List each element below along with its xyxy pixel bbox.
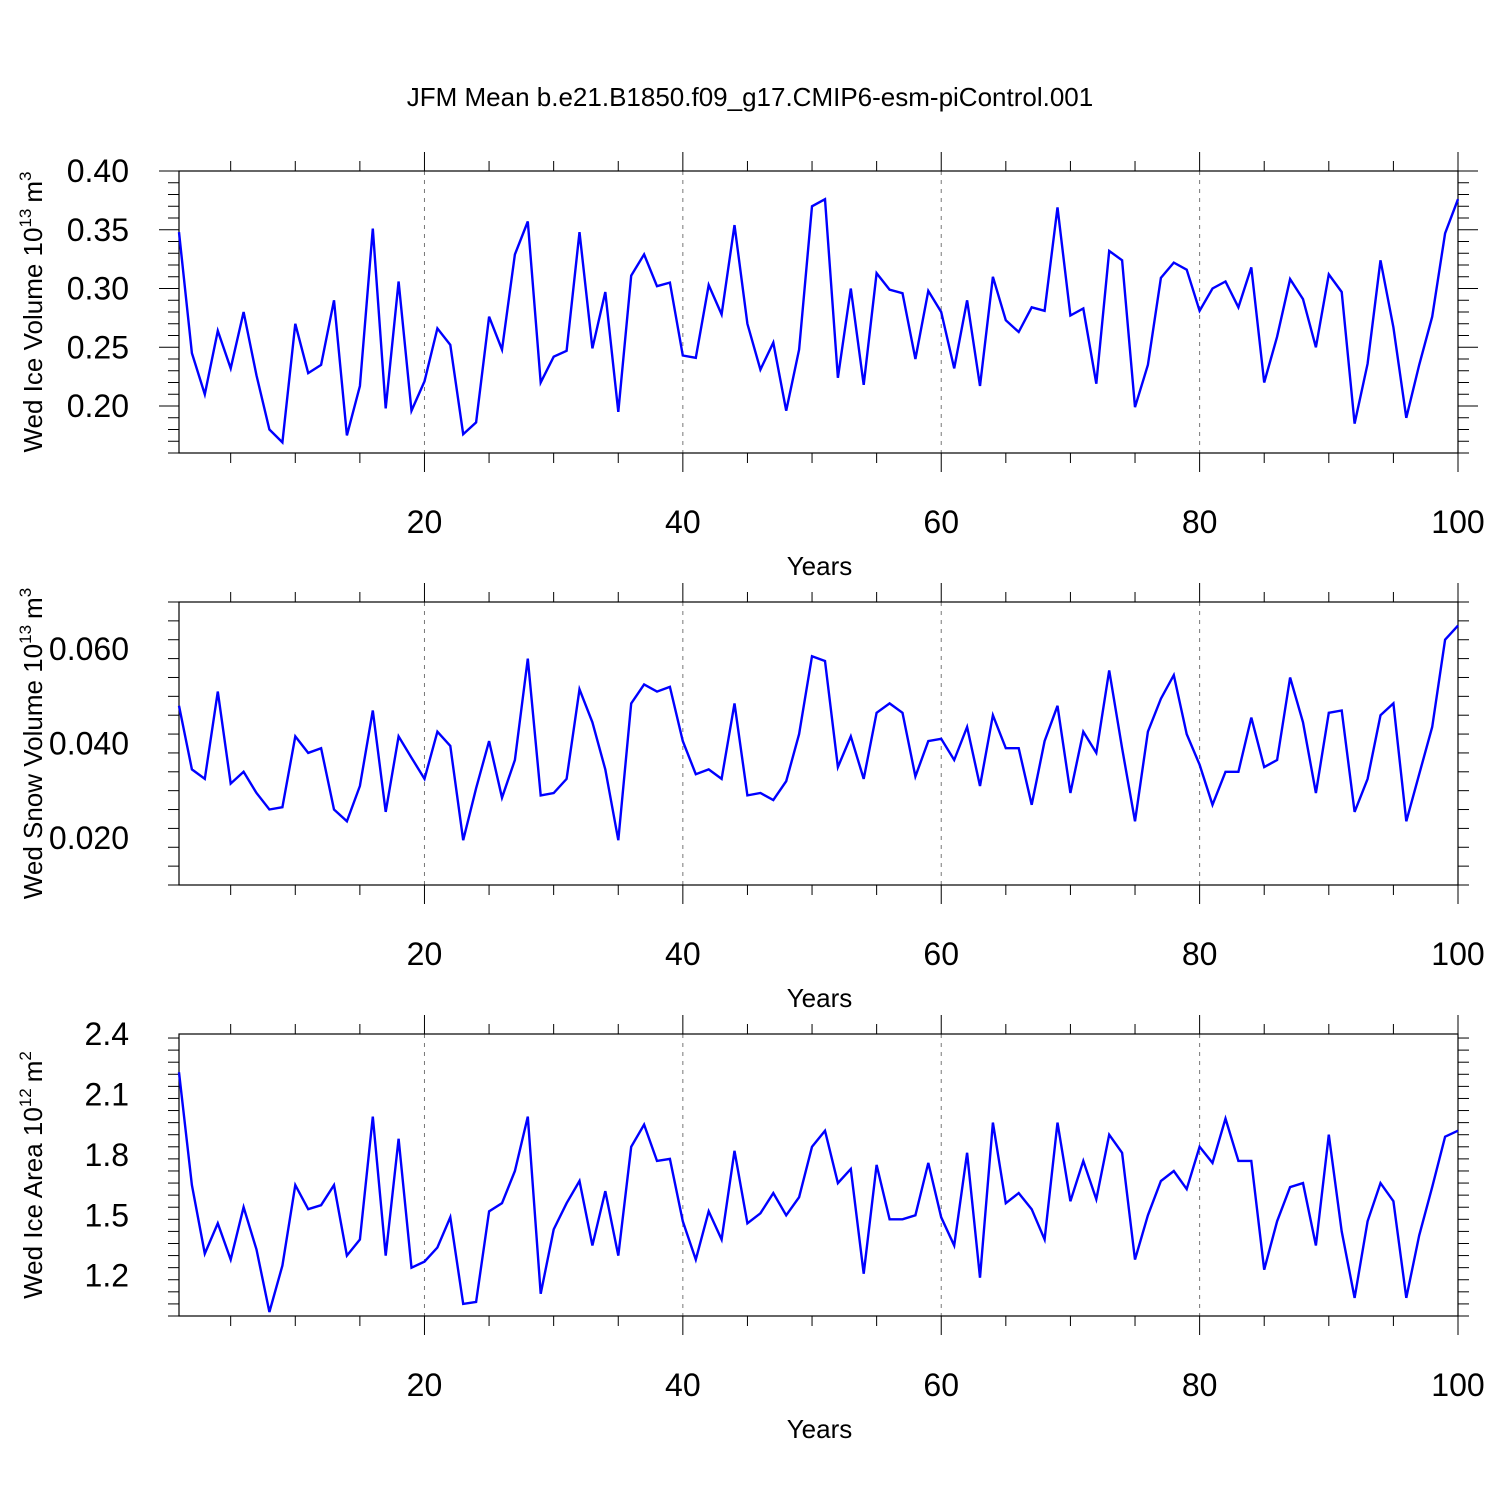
plot-frame <box>178 1033 1459 1317</box>
y-axis-label: Wed Ice Area 1012 m2 <box>16 1051 48 1299</box>
y-tick-label: 0.25 <box>67 329 129 365</box>
y-tick-label: 0.35 <box>67 212 129 248</box>
x-axis-label: Years <box>787 1414 853 1444</box>
y-tick-label: 1.8 <box>85 1137 129 1173</box>
x-tick-label: 40 <box>665 1367 701 1403</box>
figure-title: JFM Mean b.e21.B1850.f09_g17.CMIP6-esm-p… <box>407 82 1093 112</box>
y-tick-label: 0.020 <box>49 820 129 856</box>
y-axis-label-exponent: 13 <box>16 209 35 228</box>
plot-frame <box>178 170 1459 454</box>
plot-frame <box>178 601 1459 886</box>
series-line <box>177 624 1459 841</box>
x-tick-label: 20 <box>407 504 443 540</box>
y-tick-label: 0.20 <box>67 388 129 424</box>
y-axis-label-exponent: 13 <box>16 625 35 644</box>
x-tick-label: 80 <box>1182 504 1218 540</box>
y-axis-label-text: Wed Snow Volume 10 <box>18 644 48 899</box>
y-tick-label: 1.2 <box>85 1258 129 1294</box>
y-axis-label-unit: m <box>18 597 48 619</box>
y-tick-label: 0.30 <box>67 271 129 307</box>
x-tick-label: 60 <box>923 504 959 540</box>
panel-snow-volume: Wed Snow Volume 1013 m3 Years 20 40 60 80 100… <box>16 583 1485 1013</box>
x-tick-label: 60 <box>923 936 959 972</box>
y-tick-label: 0.060 <box>49 631 129 667</box>
x-tick-label: 60 <box>923 1367 959 1403</box>
y-axis-label-unit-exponent: 3 <box>16 171 35 180</box>
x-tick-label: 80 <box>1182 936 1218 972</box>
y-tick-label: 2.1 <box>85 1076 129 1112</box>
y-tick-label: 0.040 <box>49 726 129 762</box>
panel-ice-area: Wed Ice Area 1012 m2 Years 20 40 60 80 100 1.2… <box>16 1015 1485 1444</box>
x-tick-label: 40 <box>665 936 701 972</box>
y-tick-label: 0.40 <box>67 153 129 189</box>
x-axis-label: Years <box>787 551 853 581</box>
y-axis-label-unit-exponent: 2 <box>16 1051 35 1060</box>
x-tick-label: 20 <box>407 936 443 972</box>
y-axis-label-exponent: 12 <box>16 1088 35 1107</box>
x-tick-label: 40 <box>665 504 701 540</box>
y-axis-label-unit: m <box>18 181 48 203</box>
y-axis-label-text: Wed Ice Volume 10 <box>18 228 48 453</box>
y-axis-label-unit: m <box>18 1061 48 1083</box>
y-axis-label-text: Wed Ice Area 10 <box>18 1107 48 1299</box>
x-axis-label: Years <box>787 983 853 1013</box>
x-tick-label: 100 <box>1431 1367 1484 1403</box>
x-tick-label: 80 <box>1182 1367 1218 1403</box>
x-tick-label: 20 <box>407 1367 443 1403</box>
panel-ice-volume: Wed Ice Volume 1013 m3 Years 20 40 60 80 100 0… <box>16 152 1485 581</box>
x-tick-label: 100 <box>1431 936 1484 972</box>
series-line <box>177 1072 1459 1313</box>
y-axis-label: Wed Ice Volume 1013 m3 <box>16 171 48 452</box>
series-line <box>177 197 1460 446</box>
y-tick-label: 2.4 <box>85 1016 129 1052</box>
y-axis-label-unit-exponent: 3 <box>16 588 35 597</box>
y-tick-label: 1.5 <box>85 1197 129 1233</box>
x-tick-label: 100 <box>1431 504 1484 540</box>
y-axis-label: Wed Snow Volume 1013 m3 <box>16 588 48 899</box>
